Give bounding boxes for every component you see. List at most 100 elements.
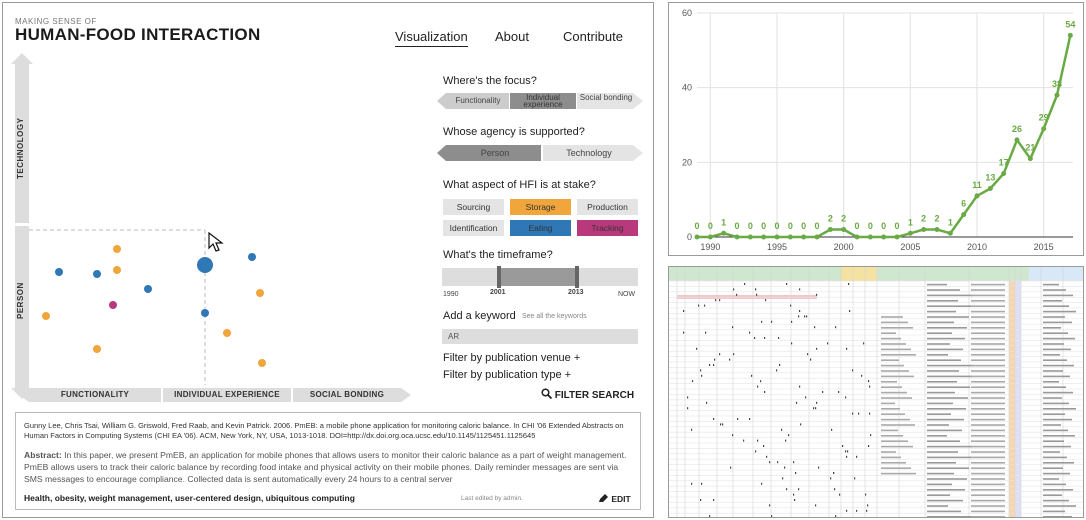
publications-line-chart: 0 20 40 60 1990 1995 2000 2005 2010 2015 0 0 1 0 0 0 0 0 0… [668,2,1084,256]
filter-venue-link[interactable]: Filter by publication venue + [443,352,581,364]
data-label: 13 [985,172,995,182]
keyword-label: Add a keyword [443,310,516,322]
data-label: 0 [774,221,779,231]
edit-button[interactable]: EDIT [598,493,631,504]
chip-storage[interactable]: Storage [510,199,571,215]
data-point [894,234,900,240]
x-tick-label: 2010 [967,242,987,252]
y-tick-label: 0 [687,232,692,242]
data-point [921,227,927,233]
data-label: 0 [881,221,886,231]
slider-handle-end[interactable] [575,266,579,288]
axis-label-technology: TECHNOLOGY [16,117,25,179]
brand-title[interactable]: HUMAN-FOOD INTERACTION [15,25,261,44]
axis-label-person: PERSON [16,282,25,319]
data-point [721,230,727,236]
agency-question: Whose agency is supported? [443,126,585,138]
series-line [697,35,1072,239]
data-label: 11 [972,180,982,190]
brand-subtitle: MAKING SENSE OF [15,17,97,26]
chip-sourcing[interactable]: Sourcing [443,199,504,215]
data-point [934,227,940,233]
data-label: 2 [828,214,833,224]
chip-eating[interactable]: Eating [510,220,571,236]
hfi-app-window: MAKING SENSE OF HUMAN-FOOD INTERACTION V… [2,2,654,518]
data-label: 0 [814,221,819,231]
paper-dot [201,309,209,317]
abstract-label: Abstract: [24,450,62,460]
filter-search-button[interactable]: FILTER SEARCH [541,388,634,401]
data-label: 0 [788,221,793,231]
paper-dot [42,312,50,320]
data-point [881,234,887,240]
slider-handle-start[interactable] [497,266,501,288]
chip-tracking[interactable]: Tracking [577,220,638,236]
chip-production[interactable]: Production [577,199,638,215]
data-label: 26 [1012,124,1022,134]
data-label: 0 [894,221,899,231]
see-all-keywords-link[interactable]: See all the keywords [522,313,587,320]
data-point [827,227,833,233]
data-point [867,234,873,240]
data-label: 2 [841,214,846,224]
y-tick-label: 20 [682,157,692,167]
agency-selector: Person Technology [437,145,643,161]
focus-selector: Functionality Individual experience Soci… [437,93,643,109]
paper-dot [144,285,152,293]
data-point [1067,32,1073,38]
focus-social-bonding[interactable]: Social bonding [579,93,633,102]
edit-label: EDIT [611,494,631,504]
data-label: 2 [934,214,939,224]
x-tick-label: 2005 [900,242,920,252]
nav-contribute[interactable]: Contribute [563,29,623,44]
axis-functionality[interactable]: FUNCTIONALITY [29,388,161,402]
data-label: 6 [961,199,966,209]
data-point [801,234,807,240]
agency-person[interactable]: Person [480,148,510,158]
data-point [694,234,700,240]
data-point [987,185,993,191]
paper-dot [93,345,101,353]
data-point [854,234,860,240]
vertical-axis [11,53,33,399]
data-point [787,234,793,240]
agency-technology[interactable]: Technology [566,148,612,158]
data-point [907,230,913,236]
axis-individual-experience[interactable]: INDIVIDUAL EXPERIENCE [163,388,291,402]
focus-individual-experience[interactable]: Individual experience [523,93,563,109]
x-tick-label: 1990 [700,242,720,252]
paper-dot-selected [197,257,213,273]
data-point [947,230,953,236]
nav-visualization[interactable]: Visualization [395,29,468,47]
data-point [1014,137,1020,143]
y-tick-label: 60 [682,8,692,18]
paper-dot [109,301,117,309]
data-point [747,234,753,240]
chip-identification[interactable]: Identification [443,220,504,236]
focus-functionality[interactable]: Functionality [455,96,501,105]
abstract-text: In this paper, we present PmEB, an appli… [24,450,627,484]
paper-dot [113,245,121,253]
data-point [707,234,713,240]
data-point [761,234,767,240]
data-label: 17 [999,158,1009,168]
focus-question: Where's the focus? [443,75,537,87]
data-point [1001,171,1007,177]
search-icon [541,388,553,400]
data-point [814,234,820,240]
nav-about[interactable]: About [495,29,529,44]
data-label: 0 [801,221,806,231]
keyword-input[interactable] [442,329,638,344]
timeframe-slider[interactable] [442,266,638,288]
axis-social-bonding[interactable]: SOCIAL BONDING [293,388,401,402]
data-point [974,193,980,199]
data-point [961,212,967,218]
paper-keywords: Health, obesity, weight management, user… [24,493,355,503]
filter-type-link[interactable]: Filter by publication type + [443,369,572,381]
data-label: 0 [868,221,873,231]
data-label: 0 [761,221,766,231]
timeframe-min: 1990 [443,291,459,298]
data-label: 21 [1025,143,1035,153]
data-point [1054,92,1060,98]
paper-dot [55,268,63,276]
